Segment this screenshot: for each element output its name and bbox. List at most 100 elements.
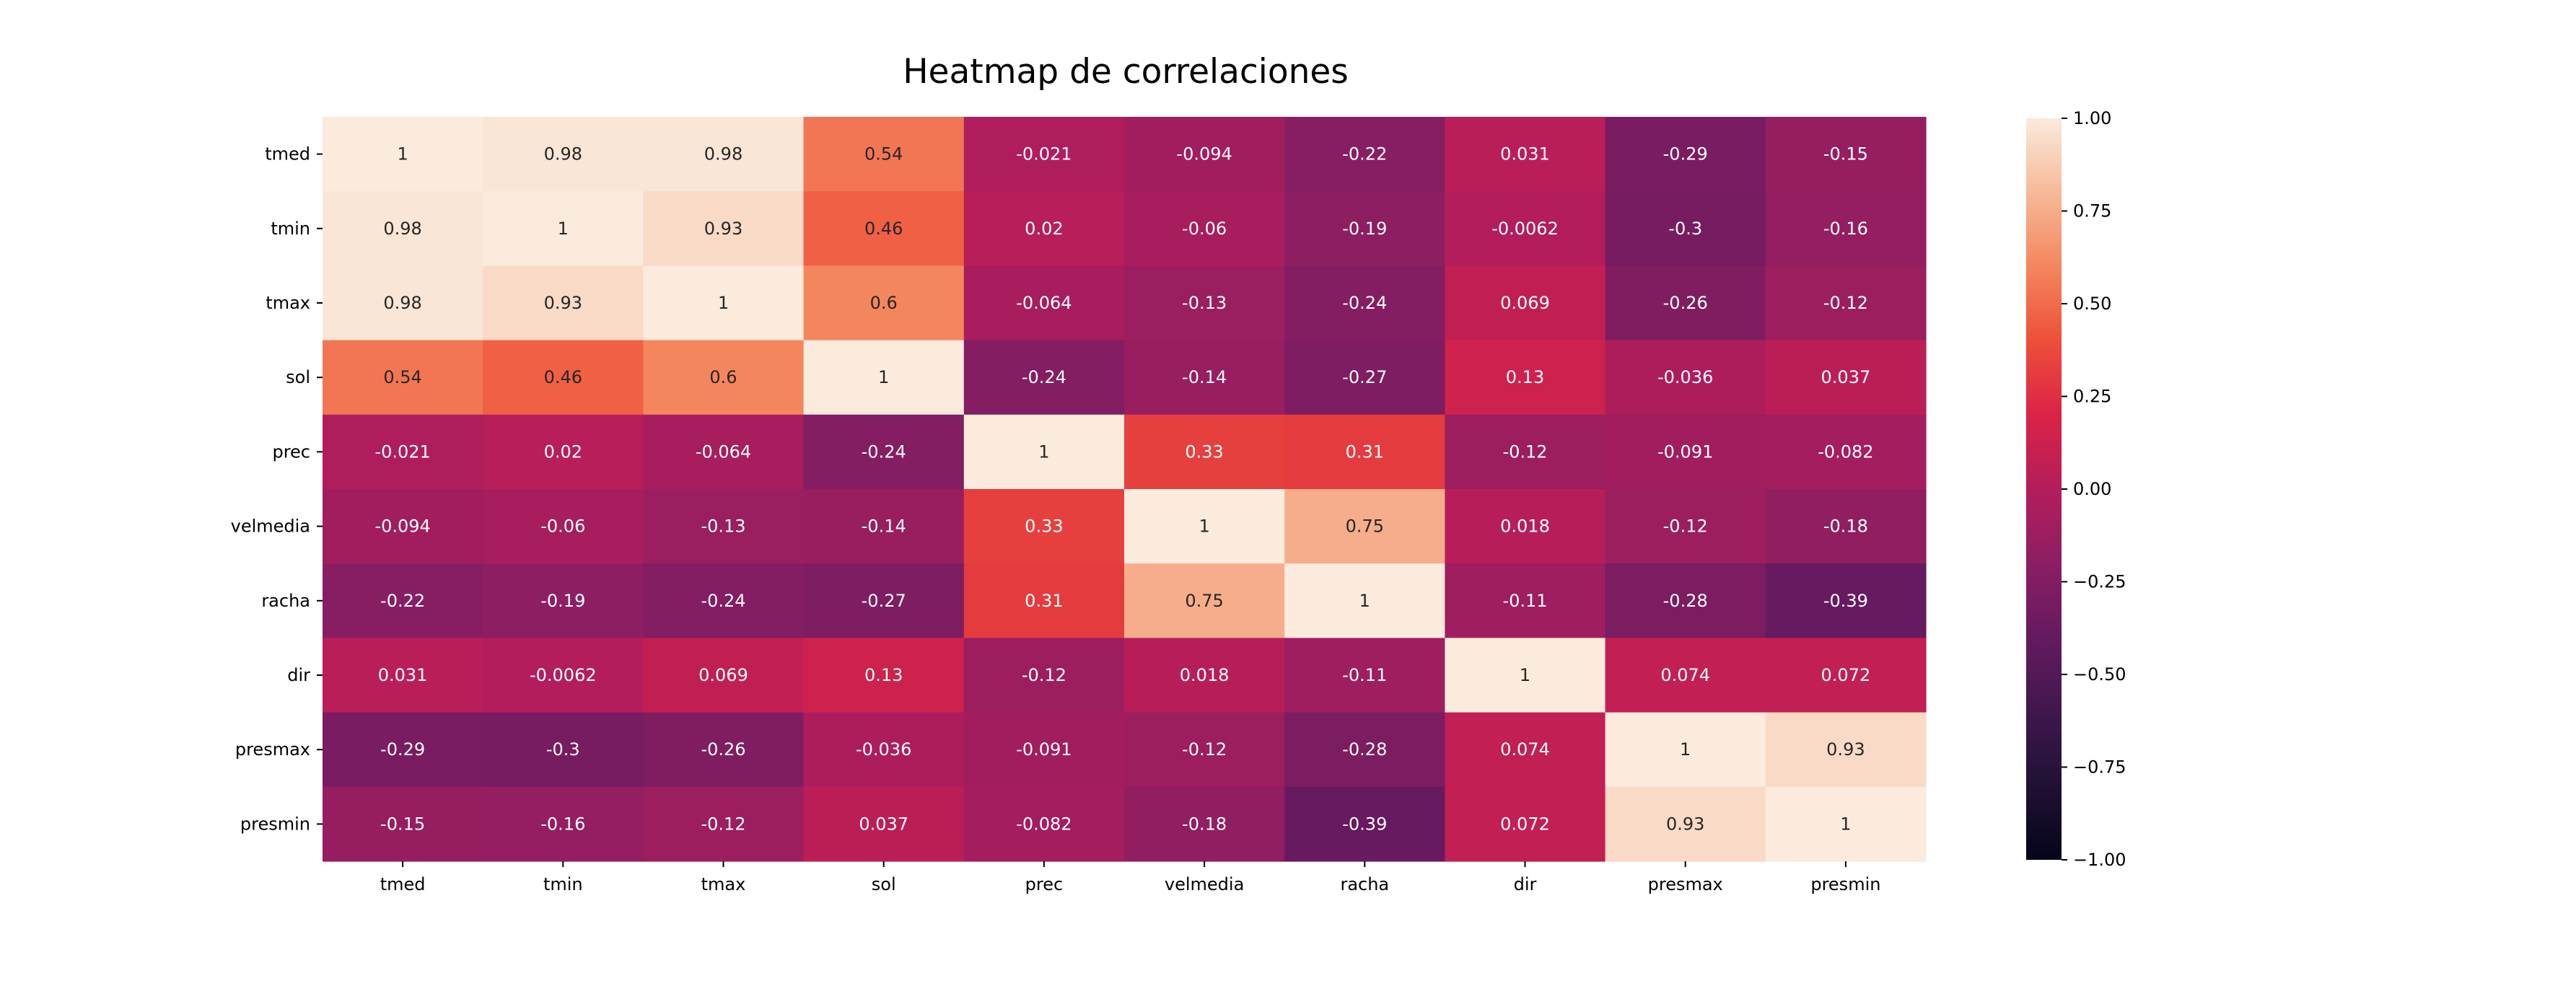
cell-value-label: 0.98: [544, 144, 582, 164]
cell-value-label: 0.31: [1025, 591, 1063, 611]
heatmap-cell: [483, 786, 644, 862]
y-tick-label: presmin: [240, 814, 310, 834]
heatmap-cell: [1284, 712, 1445, 788]
heatmap-cell: [323, 638, 483, 713]
heatmap-cell: [963, 563, 1125, 638]
cell-value-label: -0.24: [862, 441, 906, 462]
cell-value-label: 0.069: [698, 665, 748, 685]
heatmap-cell: [803, 191, 965, 266]
cell-value-label: 0.75: [1346, 516, 1384, 537]
cell-value-label: 0.018: [1180, 665, 1230, 685]
x-tick-label: prec: [1025, 874, 1064, 894]
heatmap-cell: [1605, 712, 1766, 788]
cell-value-label: 1: [1038, 441, 1049, 462]
cell-value-label: -0.036: [856, 739, 911, 760]
cell-value-label: 0.031: [378, 665, 428, 685]
heatmap-cell: [1765, 191, 1927, 266]
cell-value-label: -0.11: [1502, 591, 1547, 611]
x-tick-label: presmin: [1810, 874, 1880, 894]
heatmap-cell: [323, 786, 483, 862]
heatmap-cell: [643, 265, 805, 341]
heatmap-cell: [1124, 712, 1285, 788]
cell-value-label: -0.14: [1182, 367, 1227, 387]
cell-value-label: 0.02: [1025, 219, 1063, 239]
cell-value-label: 0.46: [864, 219, 903, 239]
heatmap-cell: [483, 638, 644, 713]
heatmap-cell: [963, 712, 1125, 788]
colorbar-tick-label: 0.50: [2073, 294, 2111, 314]
heatmap-cell: [1124, 489, 1285, 564]
cell-value-label: -0.22: [380, 591, 425, 611]
cell-value-label: 1: [878, 367, 889, 387]
cell-value-label: -0.26: [1663, 293, 1708, 313]
heatmap-cell: [1284, 340, 1445, 415]
cell-value-label: 1: [1840, 814, 1851, 834]
cell-value-label: -0.094: [1176, 144, 1232, 164]
heatmap-cell: [1124, 191, 1285, 266]
cell-value-label: -0.14: [862, 516, 906, 537]
x-tick-label: sol: [872, 874, 896, 894]
cell-value-label: 0.13: [864, 665, 903, 685]
cell-value-label: 0.46: [544, 367, 582, 387]
cell-value-label: -0.0062: [530, 665, 597, 685]
cell-value-label: -0.24: [701, 591, 745, 611]
x-tick-label: dir: [1514, 874, 1537, 894]
heatmap-cell: [803, 638, 965, 713]
x-tick-label: tmed: [380, 874, 426, 894]
heatmap-cell: [643, 563, 805, 638]
cell-value-label: -0.12: [1663, 516, 1708, 537]
heatmap-cell: [1605, 489, 1766, 564]
cell-value-label: 0.6: [709, 367, 737, 387]
heatmap-cell: [1765, 265, 1927, 341]
cell-value-label: -0.064: [696, 441, 751, 462]
heatmap-cell: [643, 117, 805, 192]
heatmap-cell: [483, 340, 644, 415]
heatmap-cell: [1445, 563, 1606, 638]
cell-value-label: -0.036: [1657, 367, 1713, 387]
heatmap-cell: [483, 563, 644, 638]
heatmap-cell: [1605, 563, 1766, 638]
heatmap-cell: [323, 265, 483, 341]
y-tick-label: racha: [261, 591, 310, 611]
heatmap-cell: [1445, 265, 1606, 341]
cell-value-label: -0.16: [1823, 219, 1868, 239]
heatmap-cell: [1445, 489, 1606, 564]
cell-value-label: 0.6: [870, 293, 898, 313]
cell-value-label: -0.0062: [1491, 219, 1559, 239]
colorbar-tick-label: −0.75: [2073, 757, 2126, 778]
cell-value-label: 1: [1199, 516, 1209, 537]
y-tick-label: tmax: [266, 293, 310, 313]
heatmap-cell: [643, 489, 805, 564]
cell-value-label: -0.021: [374, 441, 430, 462]
cell-value-label: -0.12: [1022, 665, 1066, 685]
heatmap-cell: [1445, 414, 1606, 490]
heatmap-cell: [1765, 638, 1927, 713]
x-tick-label: racha: [1340, 874, 1389, 894]
cell-value-label: 0.037: [1821, 367, 1871, 387]
colorbar-tick-label: −1.00: [2073, 850, 2126, 870]
cell-value-label: -0.021: [1016, 144, 1072, 164]
cell-value-label: 0.074: [1660, 665, 1710, 685]
heatmap-cell: [1124, 340, 1285, 415]
heatmap-cell: [803, 117, 965, 192]
heatmap-cell: [1605, 414, 1766, 490]
heatmap-cell: [323, 191, 483, 266]
cell-value-label: 0.98: [704, 144, 742, 164]
cell-value-label: -0.29: [380, 739, 425, 760]
cell-value-label: 0.074: [1500, 739, 1550, 760]
heatmap-cell: [1445, 191, 1606, 266]
heatmap-cell: [803, 489, 965, 564]
cell-value-label: -0.064: [1016, 293, 1072, 313]
cell-value-label: 0.33: [1185, 441, 1223, 462]
heatmap-cell: [1445, 638, 1606, 713]
heatmap-cell: [643, 712, 805, 788]
heatmap-cell: [1445, 712, 1606, 788]
cell-value-label: -0.15: [1823, 144, 1868, 164]
heatmap-cell: [1445, 786, 1606, 862]
heatmap-cell: [1124, 117, 1285, 192]
colorbar: 1.00 0.75 0.50 0.25 0.00 −0.25 −0.50 −0.75 −1.00: [2026, 108, 2126, 870]
heatmap-cell: [323, 117, 483, 192]
cell-value-label: 1: [1680, 739, 1691, 760]
colorbar-tick-label: 0.75: [2073, 201, 2111, 221]
cell-value-label: 0.02: [544, 441, 582, 462]
